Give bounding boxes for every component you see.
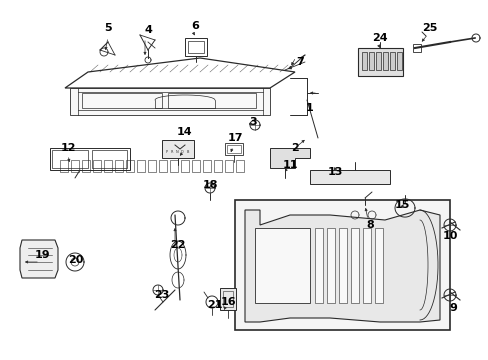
Bar: [226, 145, 241, 153]
Text: R: R: [170, 150, 173, 154]
Bar: [361, 52, 366, 70]
Text: 23: 23: [154, 290, 169, 300]
Text: 16: 16: [220, 297, 235, 307]
Text: 4: 4: [144, 25, 152, 35]
Bar: [203, 160, 210, 172]
Bar: [192, 160, 200, 172]
Bar: [82, 160, 90, 172]
Bar: [220, 288, 236, 310]
Bar: [309, 170, 389, 184]
Bar: [214, 160, 222, 172]
Bar: [375, 52, 380, 70]
Polygon shape: [20, 240, 58, 278]
Text: 7: 7: [296, 57, 303, 67]
Bar: [357, 48, 402, 76]
Polygon shape: [269, 148, 309, 168]
Bar: [236, 160, 244, 172]
Bar: [389, 52, 394, 70]
Text: 8: 8: [366, 220, 373, 230]
Bar: [374, 228, 382, 303]
Text: 6: 6: [191, 21, 199, 31]
Text: 11: 11: [282, 160, 297, 170]
Text: 15: 15: [393, 200, 409, 210]
Bar: [104, 160, 112, 172]
Bar: [368, 52, 373, 70]
Text: 24: 24: [371, 33, 387, 43]
Bar: [159, 160, 167, 172]
Bar: [71, 160, 79, 172]
Text: 12: 12: [60, 143, 76, 153]
Text: D: D: [180, 150, 183, 154]
Bar: [92, 150, 127, 168]
Bar: [338, 228, 346, 303]
Bar: [148, 160, 156, 172]
Text: 14: 14: [177, 127, 192, 137]
Bar: [181, 160, 189, 172]
Text: 10: 10: [442, 231, 457, 241]
Bar: [60, 160, 68, 172]
Bar: [170, 160, 178, 172]
Text: N: N: [175, 150, 178, 154]
Bar: [396, 52, 401, 70]
Polygon shape: [244, 210, 439, 322]
Text: B: B: [186, 150, 189, 154]
Text: 1: 1: [305, 103, 313, 113]
Bar: [362, 228, 370, 303]
Bar: [82, 93, 162, 108]
Bar: [382, 52, 387, 70]
Text: 22: 22: [170, 240, 185, 250]
Bar: [223, 291, 232, 307]
Text: 3: 3: [249, 117, 256, 127]
Bar: [412, 44, 420, 52]
Bar: [52, 150, 88, 168]
Text: 17: 17: [227, 133, 242, 143]
Bar: [224, 143, 243, 155]
Text: 13: 13: [326, 167, 342, 177]
Bar: [50, 148, 130, 170]
Bar: [168, 93, 256, 108]
Text: 25: 25: [422, 23, 437, 33]
Text: 9: 9: [448, 303, 456, 313]
Bar: [254, 228, 309, 303]
Bar: [115, 160, 123, 172]
Bar: [235, 200, 449, 330]
Polygon shape: [70, 88, 269, 115]
Bar: [126, 160, 134, 172]
Text: 19: 19: [34, 250, 50, 260]
Text: 21: 21: [207, 300, 223, 310]
Bar: [137, 160, 145, 172]
Bar: [184, 38, 206, 56]
Bar: [187, 41, 203, 53]
Text: 20: 20: [68, 255, 83, 265]
Bar: [326, 228, 334, 303]
Bar: [93, 160, 101, 172]
Text: P: P: [165, 150, 168, 154]
Text: 5: 5: [104, 23, 112, 33]
Text: 18: 18: [202, 180, 217, 190]
Bar: [314, 228, 323, 303]
Bar: [224, 160, 232, 172]
Bar: [350, 228, 358, 303]
Bar: [162, 140, 194, 158]
Text: 2: 2: [290, 143, 298, 153]
